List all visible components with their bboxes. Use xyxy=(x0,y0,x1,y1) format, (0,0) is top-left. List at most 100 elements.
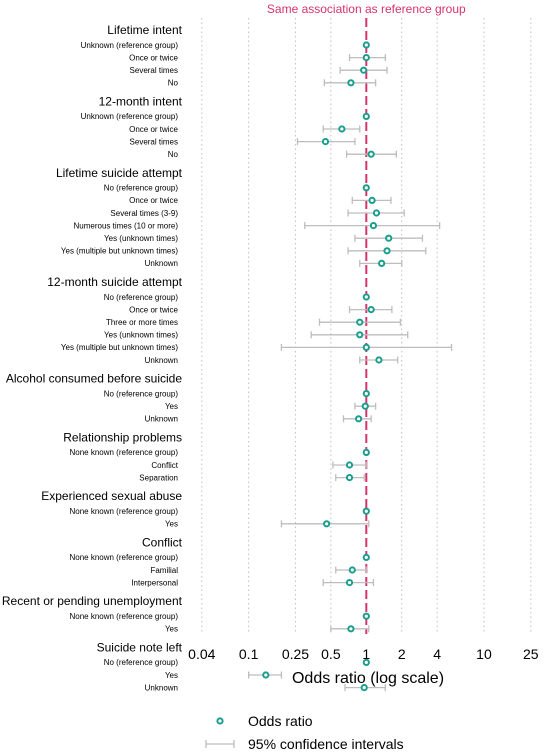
row-label: Numerous times (10 or more) xyxy=(74,221,179,230)
row-label: Separation xyxy=(139,473,178,482)
row-label: Unknown xyxy=(145,683,178,692)
row-label: Once or twice xyxy=(129,53,178,62)
row-label: None known (reference group) xyxy=(69,553,178,562)
group-label: Relationship problems xyxy=(63,430,182,444)
group-label: Recent or pending unemployment xyxy=(2,594,183,608)
odds-ratio-point xyxy=(369,222,378,230)
group-label: Lifetime intent xyxy=(107,23,182,37)
row-label: Yes xyxy=(165,402,178,411)
row-label: Conflict xyxy=(151,461,178,470)
row-label: Several times xyxy=(130,137,178,146)
row-label: Yes xyxy=(165,520,178,529)
odds-ratio-point xyxy=(368,196,376,204)
row-label: Once or twice xyxy=(129,305,178,314)
odds-ratio-point xyxy=(362,41,370,49)
x-axis: 0.04 0.1 0.25 0.5 1 2 4 10 25 xyxy=(188,646,539,662)
odds-ratio-point xyxy=(356,331,364,339)
row-label: None known (reference group) xyxy=(69,448,178,457)
x-tick-label: 1 xyxy=(362,646,370,662)
odds-ratio-point xyxy=(362,507,370,515)
odds-ratio-point xyxy=(362,112,370,121)
x-tick-label: 0.25 xyxy=(282,646,309,662)
odds-ratio-point xyxy=(345,579,354,587)
row-label: Yes (unknown times) xyxy=(104,234,178,243)
odds-ratio-point xyxy=(362,343,370,351)
legend-odds-ratio: Odds ratio xyxy=(248,713,313,729)
x-tick-label: 0.04 xyxy=(188,646,215,662)
legend-confidence-intervals: 95% confidence intervals xyxy=(248,736,404,752)
odds-ratio-point xyxy=(347,625,355,633)
row-label: None known (reference group) xyxy=(69,612,178,621)
row-label: Yes (multiple but unknown times) xyxy=(61,343,178,352)
x-tick-label: 0.1 xyxy=(239,646,259,662)
odds-ratio-point xyxy=(362,658,370,667)
odds-ratio-point xyxy=(362,553,370,562)
x-axis-title: Odds ratio (log scale) xyxy=(292,670,444,687)
x-tick-label: 25 xyxy=(523,646,539,662)
row-label: Unknown (reference group) xyxy=(81,41,179,50)
row-label: Several times xyxy=(130,66,178,75)
odds-ratio-point xyxy=(323,520,331,528)
group-label: Suicide note left xyxy=(97,640,183,654)
odds-ratio-point xyxy=(356,318,364,326)
x-tick-label: 4 xyxy=(433,646,441,662)
odds-ratio-point xyxy=(345,474,354,482)
row-label: Interpersonal xyxy=(131,578,178,587)
row-label: No (reference group) xyxy=(104,658,179,667)
odds-ratio-point xyxy=(338,125,346,133)
row-label: Familial xyxy=(150,566,178,575)
row-label: Three or more times xyxy=(106,318,178,327)
rows: Lifetime intent Unknown (reference group)… xyxy=(2,23,453,692)
legend: Odds ratio 95% confidence intervals xyxy=(205,713,404,752)
odds-ratio-point xyxy=(362,448,370,456)
odds-ratio-point xyxy=(360,66,368,74)
row-label: Yes (unknown times) xyxy=(104,331,178,340)
row-label: Yes xyxy=(165,625,178,634)
odds-ratio-point xyxy=(362,293,370,301)
row-label: No (reference group) xyxy=(104,389,179,398)
row-label: Once or twice xyxy=(129,196,178,205)
row-label: No (reference group) xyxy=(104,293,179,302)
row-label: No xyxy=(168,150,179,159)
group-label: Experienced sexual abuse xyxy=(41,489,182,503)
x-tick-label: 2 xyxy=(398,646,406,662)
row-label: None known (reference group) xyxy=(69,507,178,516)
group-label: 12-month intent xyxy=(99,94,183,108)
odds-ratio-point xyxy=(354,415,363,423)
row-label: Unknown (reference group) xyxy=(81,112,179,121)
odds-ratio-point xyxy=(375,356,383,364)
reference-label: Same association as reference group xyxy=(267,2,466,16)
row-label: Several times (3-9) xyxy=(110,209,178,218)
row-label: Unknown xyxy=(145,259,178,268)
row-label: Unknown xyxy=(145,415,178,424)
odds-ratio-point xyxy=(383,247,391,255)
odds-ratio-point xyxy=(361,402,369,410)
odds-ratio-point xyxy=(362,184,370,192)
group-label: 12-month suicide attempt xyxy=(47,275,182,289)
odds-ratio-point xyxy=(362,612,370,620)
x-tick-label: 0.5 xyxy=(321,646,341,662)
odds-ratio-point xyxy=(367,306,375,314)
group-label: Lifetime suicide attempt xyxy=(56,166,183,180)
odds-ratio-point xyxy=(321,138,330,146)
legend-ci-icon xyxy=(205,740,235,748)
x-tick-label: 10 xyxy=(476,646,492,662)
row-label: Once or twice xyxy=(129,125,178,134)
legend-point-icon xyxy=(216,717,224,725)
odds-ratio-point xyxy=(362,54,370,62)
grid-lines xyxy=(201,18,532,634)
odds-ratio-point xyxy=(372,209,381,217)
group-label: Conflict xyxy=(142,535,183,549)
group-label: Alcohol consumed before suicide xyxy=(6,372,182,386)
odds-ratio-point xyxy=(262,671,270,679)
odds-ratio-point xyxy=(378,259,386,267)
odds-ratio-point xyxy=(367,150,375,158)
row-label: Unknown xyxy=(145,356,178,365)
row-label: No xyxy=(168,79,179,88)
odds-ratio-point xyxy=(348,566,356,574)
odds-ratio-point xyxy=(347,79,355,87)
row-label: Yes xyxy=(165,671,178,680)
row-label: Yes (multiple but unknown times) xyxy=(61,247,178,256)
odds-ratio-point xyxy=(345,461,354,469)
